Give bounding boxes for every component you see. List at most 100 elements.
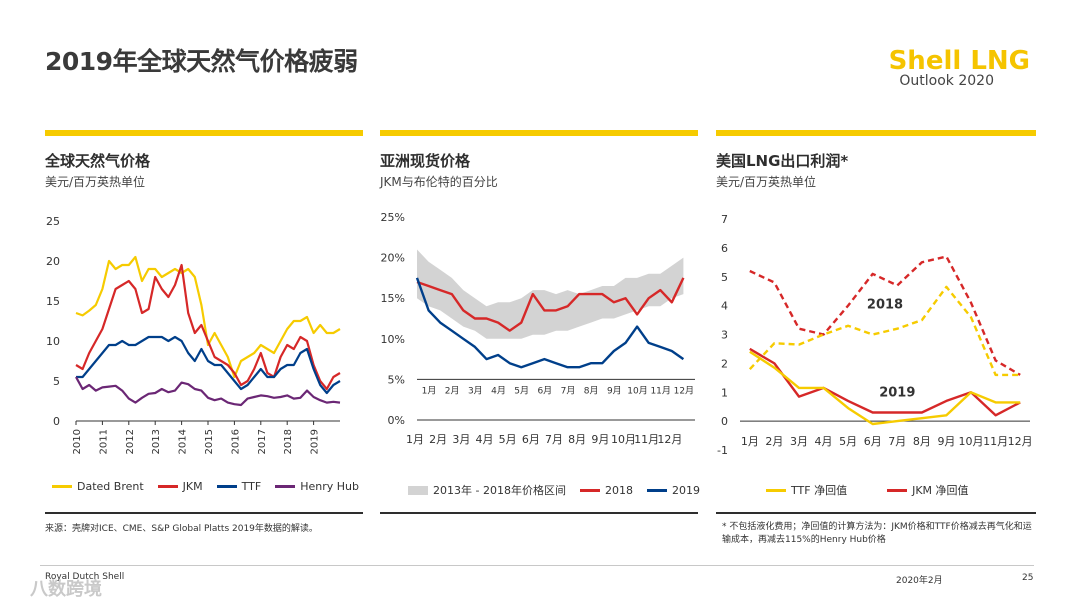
- series-line-jkm-2019: [749, 347, 1021, 417]
- y-tick-label: 15%: [381, 292, 405, 305]
- x-tick-label: 8月: [913, 435, 931, 448]
- source-note: 来源：壳牌对ICE、CME、S&P Global Platts 2019年数据的…: [45, 524, 318, 534]
- y-tick-label: 5: [53, 375, 60, 388]
- x-tick-label: 2018: [283, 429, 294, 454]
- inner-x-tick-label: 7月: [561, 385, 576, 396]
- inner-x-tick-label: 4月: [491, 385, 506, 396]
- global-gas-price-chart: 0 5 10 15 20 25 2010 2011 2012 2013 2014 2015 2016 20…: [46, 215, 341, 454]
- footer-rule: [40, 565, 1034, 566]
- page-title: 2019年全球天然气价格疲弱: [45, 47, 358, 76]
- annotation-2018: 2018: [867, 298, 903, 313]
- x-tick-label: 4月: [476, 433, 494, 446]
- inner-x-tick-label: 3月: [468, 385, 483, 396]
- x-tick-label: 2012: [125, 429, 136, 454]
- x-tick-label: 8月: [568, 433, 586, 446]
- x-tick-label: 1月: [741, 435, 759, 448]
- x-tick-label: 12月: [657, 433, 682, 446]
- series-line-dated-brent: [75, 255, 341, 379]
- global-legend: Dated Brent JKM TTF Henry Hub: [52, 480, 373, 493]
- inner-x-tick-label: 6月: [537, 385, 552, 396]
- x-tick-label: 11月: [983, 435, 1008, 448]
- global-chart-subtitle: 美元/百万英热单位: [45, 175, 146, 189]
- y-tick-label: 10%: [381, 333, 405, 346]
- x-tick-label: 5月: [839, 435, 857, 448]
- inner-x-tick-label: 1月: [422, 385, 437, 396]
- x-tick-label: 2月: [765, 435, 783, 448]
- panel-bar-asia: [380, 130, 698, 136]
- x-tick-label: 9月: [591, 433, 609, 446]
- y-tick-label: 3: [721, 329, 728, 342]
- y-tick-label: 0%: [388, 414, 405, 427]
- x-tick-label: 9月: [937, 435, 955, 448]
- y-tick-label: 0: [721, 415, 728, 428]
- legend-item-henry-hub: Henry Hub: [275, 480, 359, 493]
- legend-item-jkm-netback: JKM 净回值: [887, 482, 969, 498]
- logo-subtitle: Outlook 2020: [899, 73, 994, 89]
- footer-page-number: 25: [1022, 573, 1034, 583]
- inner-x-tick-label: 5月: [514, 385, 529, 396]
- price-range-band: [417, 249, 684, 339]
- x-tick-label: 4月: [815, 435, 833, 448]
- x-tick-label: 2月: [429, 433, 447, 446]
- y-tick-label: 0: [53, 415, 60, 428]
- y-tick-label: 6: [721, 242, 728, 255]
- asia-chart-title: 亚洲现货价格: [380, 152, 471, 170]
- legend-item-2018: 2018: [579, 484, 633, 497]
- y-tick-label: 15: [46, 295, 60, 308]
- x-tick-label: 6月: [522, 433, 540, 446]
- legend-item-range: 2013年 - 2018年价格区间: [408, 482, 566, 498]
- panel-rule-us: [716, 512, 1036, 514]
- y-tick-label: 20: [46, 255, 60, 268]
- legend-item-jkm: JKM: [157, 480, 203, 493]
- series-line-2019: [415, 277, 685, 369]
- x-tick-label: 6月: [864, 435, 882, 448]
- x-tick-label: 7月: [545, 433, 563, 446]
- footer-date: 2020年2月: [896, 576, 943, 586]
- x-tick-label: 2014: [178, 429, 189, 454]
- x-tick-label: 10月: [959, 435, 984, 448]
- x-tick-label: 3月: [790, 435, 808, 448]
- x-tick-label: 11月: [634, 433, 659, 446]
- x-tick-label: 12月: [1008, 435, 1033, 448]
- y-tick-label: 2: [721, 357, 728, 370]
- y-tick-label: -1: [717, 444, 728, 457]
- series-line-2018: [416, 277, 685, 332]
- us-footnote: * 不包括液化费用；净回值的计算方法为：JKM价格和TTF价格减去再气化和运输成…: [722, 522, 1032, 545]
- inner-x-tick-label: 10月: [627, 385, 647, 396]
- inner-x-tick-label: 12月: [674, 385, 694, 396]
- global-chart-title: 全球天然气价格: [45, 152, 151, 170]
- x-tick-label: 2015: [204, 429, 215, 454]
- asia-spot-price-chart: 0%5%10%15%20%25%1月 2月 3月 4月 5月 6月 7月 8月 9月 10月 11月…: [381, 211, 695, 446]
- watermark: 八数跨境: [30, 579, 102, 600]
- series-line-jkm-2018: [749, 255, 1021, 376]
- legend-item-ttf-netback: TTF 净回值: [766, 482, 847, 498]
- x-tick-label: 2016: [230, 429, 241, 454]
- series-line-ttf: [76, 335, 341, 395]
- inner-x-tick-label: 8月: [584, 385, 599, 396]
- series-line-ttf-2019: [749, 350, 1021, 426]
- series-line-jkm: [75, 263, 341, 391]
- shell-lng-logo: Shell LNG: [888, 46, 1030, 76]
- legend-item-2019: 2019: [646, 484, 700, 497]
- y-tick-label: 4: [721, 300, 728, 313]
- legend-item-ttf: TTF: [216, 480, 261, 493]
- inner-x-tick-label: 9月: [607, 385, 622, 396]
- footer-company: Royal Dutch Shell: [45, 572, 125, 582]
- panel-rule-asia: [380, 512, 698, 514]
- x-tick-label: 2011: [98, 429, 109, 454]
- x-tick-label: 7月: [888, 435, 906, 448]
- asia-chart-subtitle: JKM与布伦特的百分比: [380, 175, 498, 189]
- y-tick-label: 25: [46, 215, 60, 228]
- us-chart-title: 美国LNG出口利润*: [716, 152, 849, 170]
- annotation-2019: 2019: [879, 386, 915, 401]
- panel-rule-global: [45, 512, 363, 514]
- series-line-henry-hub: [75, 376, 341, 407]
- panel-bar-us: [716, 130, 1036, 136]
- x-tick-label: 2013: [151, 429, 162, 454]
- y-tick-label: 5%: [388, 373, 405, 386]
- asia-legend: 2013年 - 2018年价格区间 2018 2019: [408, 482, 714, 498]
- us-lng-margin-chart: -1 0 1 2 3 4 5 6 7 1月 2月 3月 4月 5月 6月 7月 8月 9月 10月 11月 12月 201…: [717, 213, 1033, 457]
- x-tick-label: 5月: [499, 433, 517, 446]
- x-tick-label: 3月: [452, 433, 470, 446]
- legend-item-brent: Dated Brent: [52, 480, 144, 493]
